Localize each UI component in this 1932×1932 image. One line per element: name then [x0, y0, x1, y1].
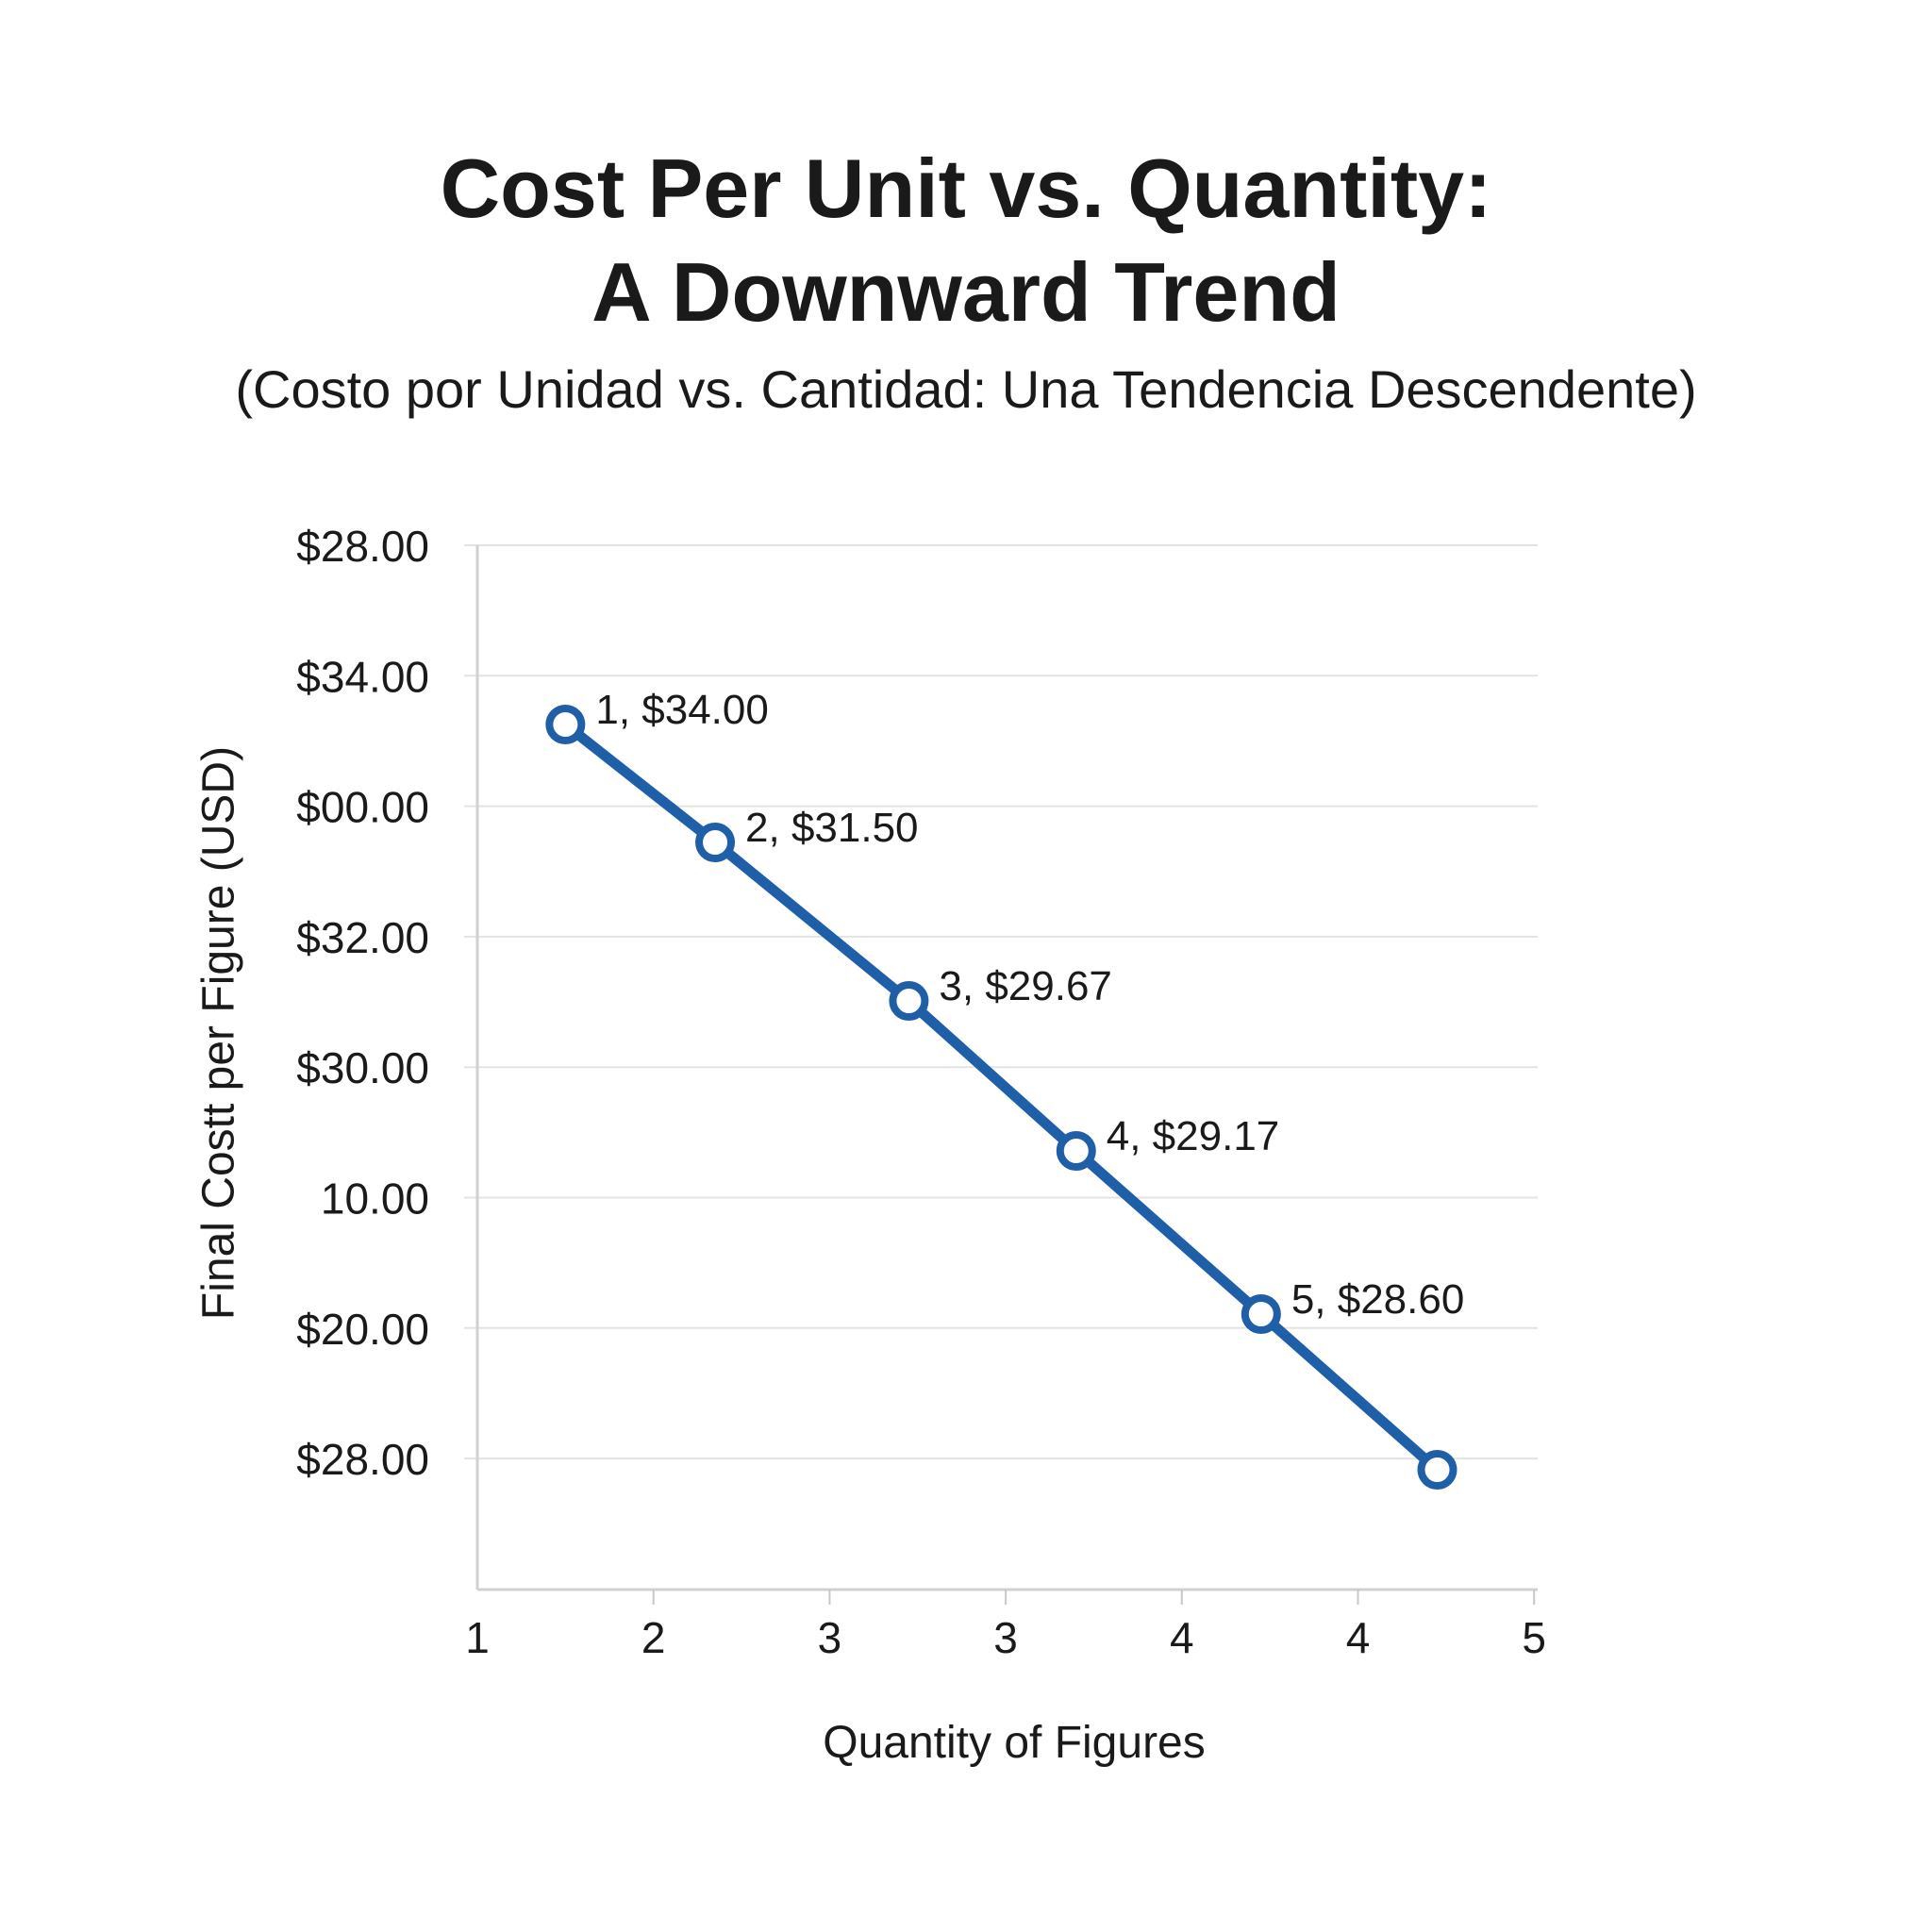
data-point: [1241, 1294, 1281, 1334]
x-tick-label: 3: [818, 1613, 842, 1662]
y-tick-label: $32.00: [296, 913, 429, 962]
x-tick-label: 3: [993, 1613, 1018, 1662]
y-tick-label: $34.00: [296, 652, 429, 701]
y-tick-label: $00.00: [296, 783, 429, 832]
data-label: 5, $28.60: [1291, 1276, 1465, 1323]
data-label: 1, $34.00: [595, 687, 769, 733]
chart-subtitle: (Costo por Unidad vs. Cantidad: Una Tend…: [235, 359, 1697, 419]
y-tick-label: $28.00: [296, 522, 429, 571]
x-tick-label: 4: [1346, 1613, 1371, 1662]
y-tick-label: $28.00: [296, 1435, 429, 1484]
x-tick-label: 1: [465, 1613, 490, 1662]
data-label: 4, $29.17: [1107, 1113, 1280, 1159]
chart-title-line-2: A Downward Trend: [591, 245, 1341, 339]
x-tick-label: 2: [641, 1613, 666, 1662]
x-tick-label: 5: [1522, 1613, 1546, 1662]
data-point: [1056, 1131, 1096, 1171]
y-axis-label: Final Costt per Figure (USD): [193, 745, 244, 1321]
data-label: 3, $29.67: [939, 963, 1112, 1009]
y-tick-label: $20.00: [296, 1305, 429, 1354]
data-label: 2, $31.50: [745, 805, 919, 851]
data-point: [889, 981, 929, 1021]
series-line: [559, 719, 1443, 1475]
y-tick-label: $30.00: [296, 1043, 429, 1092]
data-point: [695, 823, 736, 862]
x-tick-label: 4: [1170, 1613, 1194, 1662]
chart-title-line-1: Cost Per Unit vs. Quantity:: [440, 142, 1492, 235]
x-axis-label: Quantity of Figures: [823, 1718, 1206, 1768]
data-point: [1417, 1450, 1457, 1490]
data-point: [545, 705, 586, 744]
y-tick-label: 10.00: [321, 1174, 429, 1224]
